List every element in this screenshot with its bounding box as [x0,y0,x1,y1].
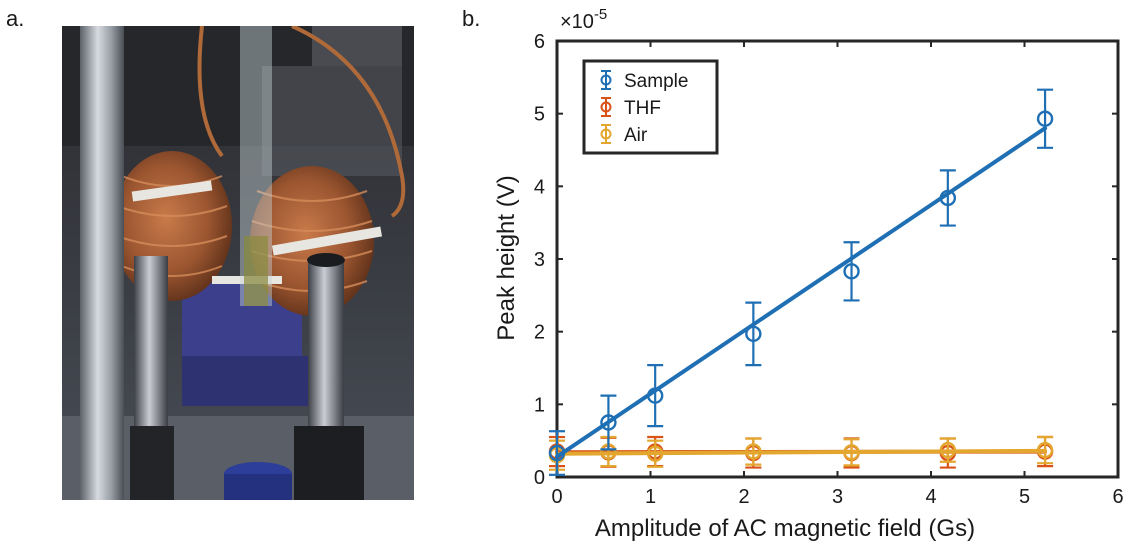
data-point [548,444,566,462]
legend-marker [600,101,612,113]
data-point [939,441,957,459]
magnetic-coil-setup-photo [62,26,414,500]
y-axis-exponent: -5 [594,6,607,23]
y-tick-label: 0 [534,467,545,489]
data-point [939,189,957,207]
peak-height-chart: 0 1 2 3 4 5 6 0 1 2 3 4 5 6 Sample THF Air Amplitude of… [470,0,1128,544]
y-axis-label: Peak height (V) [493,175,520,340]
legend-marker [600,74,612,86]
x-tick-label: 4 [925,486,936,508]
x-axis-label: Amplitude of AC magnetic field (Gs) [595,515,975,542]
y-tick-label: 4 [534,176,545,198]
data-point [646,387,664,404]
data-point [646,445,664,462]
data-point [843,263,860,280]
y-tick-label: 3 [534,249,545,271]
data-point [1036,441,1054,459]
y-tick-label: 2 [534,322,545,344]
data-point [600,414,617,431]
x-tick-label: 3 [832,486,843,508]
legend-marker [600,128,612,140]
panel-b-label: b. [462,6,481,31]
y-axis-multiplier: ×10-5 [560,6,607,33]
y-tick-label: 5 [534,104,545,126]
legend-label: THF [624,98,661,119]
data-point [745,325,762,343]
x-tick-label: 6 [1112,486,1123,508]
data-point [1036,110,1054,127]
x-tick-label: 2 [738,486,749,508]
y-tick-label: 6 [534,31,545,53]
y-tick-label: 1 [534,394,545,416]
x-tick-label: 1 [645,486,656,508]
series-sample [548,88,1054,476]
fit-line [555,448,1048,456]
x-tick-label: 5 [1019,486,1030,508]
x-tick-label: 0 [551,486,562,508]
data-point [843,444,860,461]
fit-line [555,126,1048,459]
panel-a-label: a. [6,6,25,31]
legend-label: Sample [624,71,688,92]
data-point [745,443,762,460]
legend-label: Air [624,125,648,146]
